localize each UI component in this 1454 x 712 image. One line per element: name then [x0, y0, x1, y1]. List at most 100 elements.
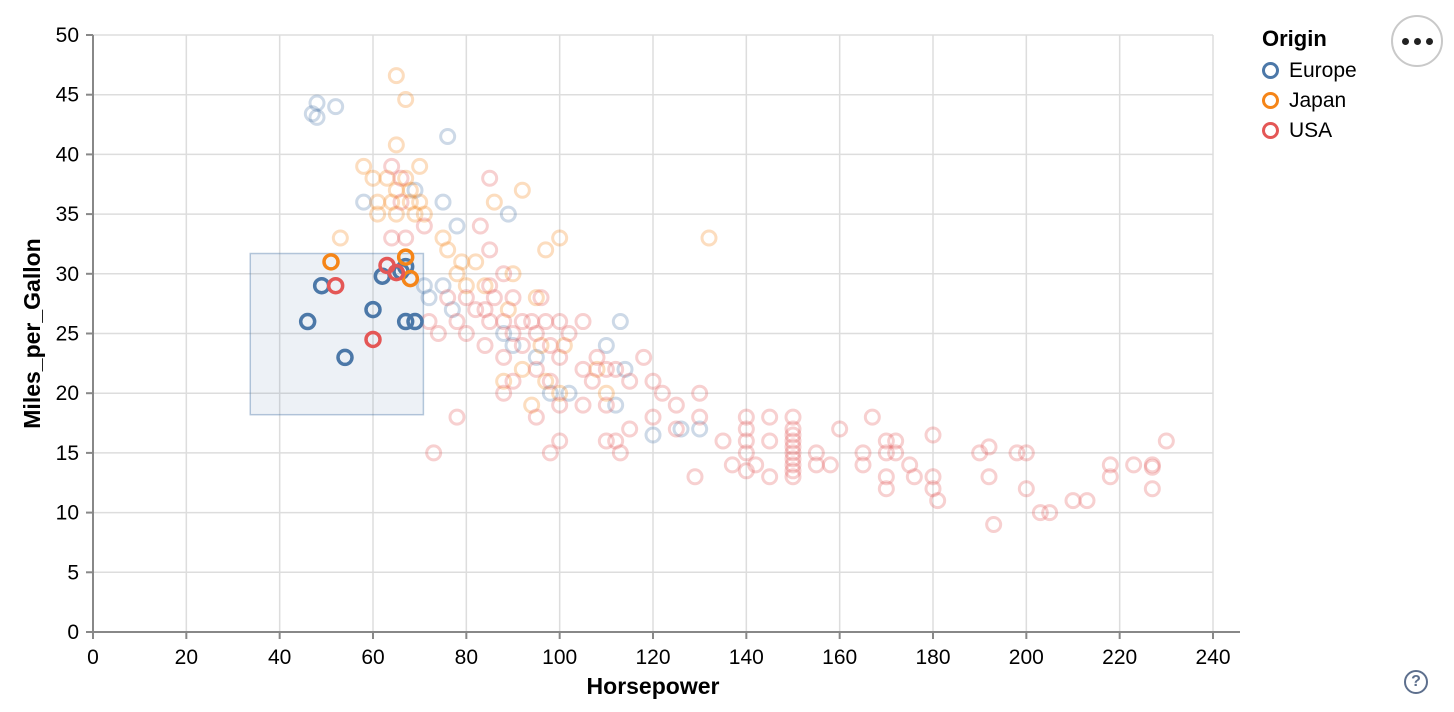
scatter-point-usa — [392, 169, 410, 187]
scatter-point-usa — [425, 444, 443, 462]
scatter-point-europe — [541, 384, 559, 402]
x-axis-label: Horsepower — [587, 673, 720, 699]
scatter-point-usa — [588, 348, 606, 366]
scatter-point-usa — [929, 492, 947, 510]
scatter-point-usa — [863, 408, 881, 426]
scatter-point-usa — [485, 289, 503, 307]
scatter-point-usa — [621, 372, 639, 390]
x-tick-label: 220 — [1102, 646, 1137, 669]
scatter-point-usa — [784, 468, 802, 486]
scatter-point-usa — [1101, 468, 1119, 486]
y-tick-label: 45 — [56, 84, 79, 107]
scatter-point-usa — [471, 217, 489, 235]
scatter-point-japan — [401, 193, 419, 211]
scatter-point-selected-usa — [326, 276, 345, 295]
actions-menu-button[interactable] — [1391, 15, 1443, 67]
scatter-point-usa — [574, 396, 592, 414]
y-tick-label: 10 — [56, 502, 79, 525]
scatter-point-japan — [387, 67, 405, 85]
scatter-point-usa — [527, 325, 545, 342]
scatter-point-usa — [980, 468, 998, 486]
scatter-point-usa — [877, 468, 895, 486]
scatter-point-usa — [877, 432, 895, 450]
scatter-point-usa — [574, 360, 592, 378]
legend-item-usa: USA — [1262, 120, 1357, 141]
scatter-point-usa — [644, 408, 662, 426]
scatter-point-europe — [443, 301, 461, 319]
scatter-point-usa — [551, 432, 569, 450]
scatter-point-europe — [616, 360, 634, 378]
scatter-point-usa — [901, 456, 919, 474]
scatter-point-usa — [551, 348, 569, 366]
scatter-point-europe — [303, 105, 321, 123]
scatter-point-selected-japan — [396, 248, 415, 266]
scatter-point-usa — [527, 408, 545, 426]
scatter-point-japan — [476, 277, 494, 295]
scatter-point-japan — [387, 136, 405, 154]
axes: 0 20 40 60 80 100 120 140 160 180 200 220 240 0 5 10 15 2… — [19, 24, 1240, 699]
scatter-point-usa — [831, 420, 849, 438]
scatter-point-usa — [714, 432, 732, 450]
scatter-point-japan — [397, 169, 415, 187]
ellipsis-icon — [1401, 37, 1409, 45]
scatter-point-usa — [621, 420, 639, 438]
scatter-point-usa — [784, 462, 802, 480]
scatter-point-selected-europe — [396, 312, 415, 331]
x-tick-label: 20 — [175, 646, 198, 669]
scatter-point-usa — [971, 444, 989, 462]
scatter-point-usa — [747, 456, 765, 474]
scatter-point-usa — [1157, 432, 1175, 450]
x-tick-label: 60 — [361, 646, 384, 669]
scatter-point-usa — [1143, 480, 1161, 498]
scatter-point-japan — [355, 157, 373, 175]
scatter-point-japan — [387, 181, 405, 199]
scatter-point-japan — [537, 241, 555, 259]
scatter-point-japan — [453, 253, 471, 271]
legend-label: USA — [1289, 119, 1333, 142]
scatter-point-usa — [905, 468, 923, 486]
scatter-point-japan — [411, 157, 429, 175]
ellipsis-icon — [1413, 37, 1421, 45]
scatter-point-usa — [653, 384, 671, 402]
scatter-point-europe — [420, 289, 438, 307]
help-button[interactable]: ? — [1404, 670, 1428, 694]
scatter-point-japan — [523, 396, 541, 414]
scatter-point-europe — [672, 420, 690, 438]
scatter-point-japan — [439, 241, 457, 259]
scatter-point-japan — [364, 169, 382, 187]
scatter-point-usa — [504, 289, 522, 307]
scatter-point-usa — [784, 456, 802, 474]
x-tick-label: 0 — [87, 646, 99, 669]
question-icon: ? — [1411, 673, 1421, 690]
scatter-point-japan — [588, 360, 606, 378]
y-tick-label: 40 — [56, 143, 79, 166]
scatter-point-japan — [597, 384, 615, 402]
x-tick-label: 120 — [635, 646, 670, 669]
scatter-point-usa — [1017, 480, 1035, 498]
scatter-point-usa — [415, 217, 433, 235]
scatter-point-usa — [784, 450, 802, 468]
scatter-point-usa — [476, 336, 494, 354]
scatter-point-japan — [378, 169, 396, 187]
scatter-point-japan — [700, 229, 718, 247]
scatter-point-europe — [499, 205, 517, 223]
scatter-point-usa — [537, 313, 555, 331]
scatter-point-usa — [784, 432, 802, 450]
scatter-point-europe — [439, 127, 457, 145]
scatter-point-japan — [532, 336, 550, 354]
scatter-point-usa — [583, 372, 601, 390]
scatter-point-europe — [434, 277, 452, 295]
y-tick-label: 30 — [56, 263, 79, 286]
scatter-point-usa — [1143, 456, 1161, 474]
scatter-point-europe — [434, 193, 452, 211]
scatter-point-usa — [784, 438, 802, 456]
points-layer — [298, 67, 1175, 534]
scatter-point-usa — [807, 444, 825, 462]
scatter-point-usa — [1143, 458, 1161, 476]
scatter-point-usa — [854, 444, 872, 462]
y-tick-label: 25 — [56, 323, 79, 346]
x-tick-label: 140 — [729, 646, 764, 669]
scatter-point-usa — [737, 444, 755, 462]
scatter-point-europe — [527, 348, 545, 366]
